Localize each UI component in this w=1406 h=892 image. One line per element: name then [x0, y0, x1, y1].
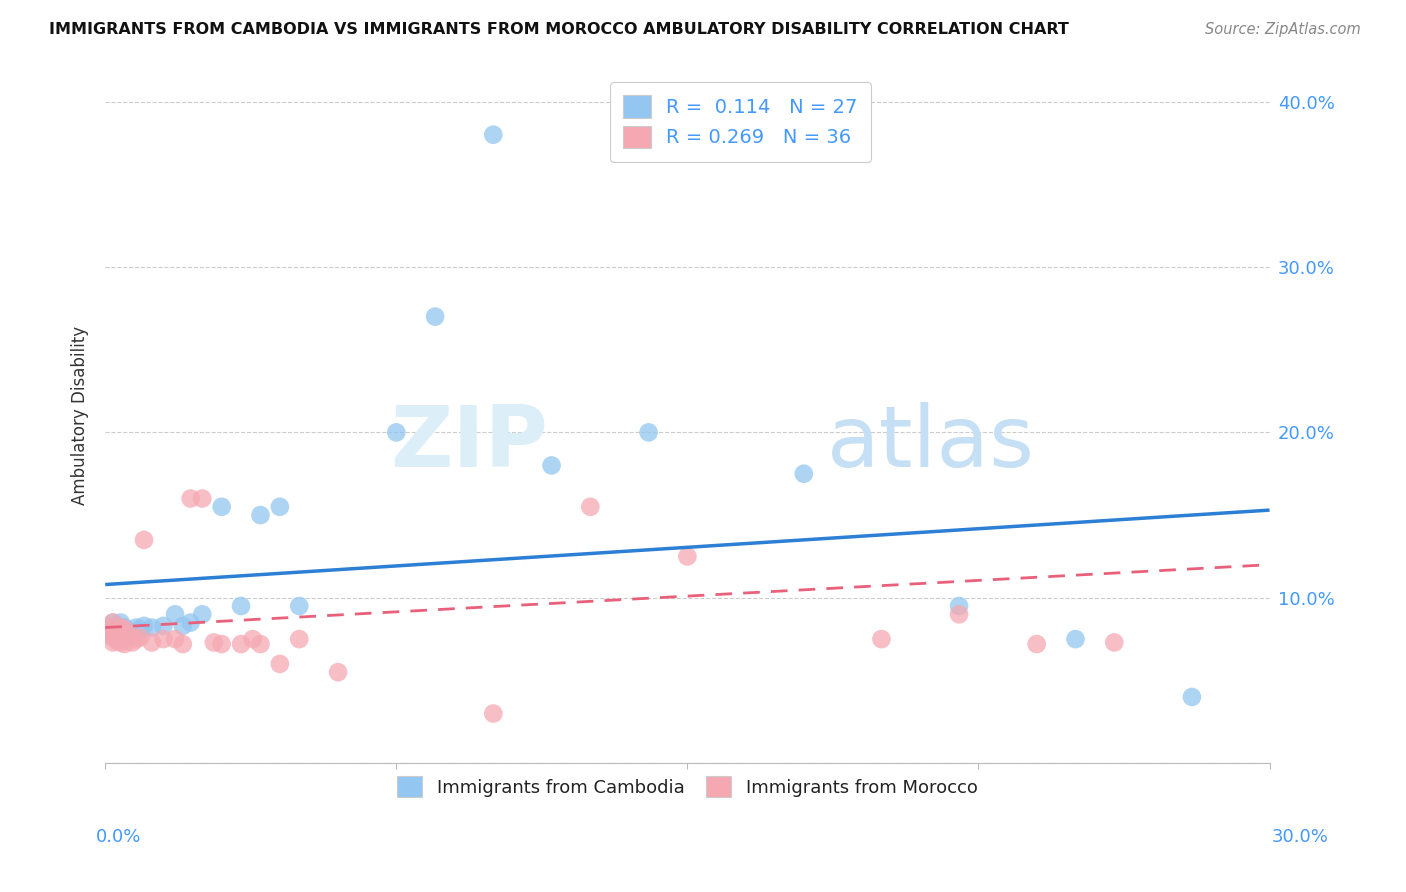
Point [793, 467, 815, 481]
Point [105, 625, 128, 640]
Point [121, 625, 143, 640]
Point [423, 310, 446, 324]
Point [105, 624, 128, 638]
Point [242, 632, 264, 646]
Point [385, 425, 408, 440]
Legend: Immigrants from Cambodia, Immigrants from Morocco: Immigrants from Cambodia, Immigrants fro… [388, 767, 987, 806]
Point [141, 635, 163, 649]
Point [117, 627, 139, 641]
Point [482, 706, 505, 721]
Text: ZIP: ZIP [389, 402, 548, 485]
Point [125, 621, 148, 635]
Point [101, 635, 124, 649]
Point [114, 631, 136, 645]
Point [105, 632, 128, 646]
Point [269, 500, 291, 514]
Point [1064, 632, 1087, 646]
Point [141, 621, 163, 635]
Point [948, 599, 970, 613]
Point [117, 624, 139, 638]
Point [165, 607, 187, 622]
Point [114, 637, 136, 651]
Point [191, 607, 214, 622]
Text: 0.0%: 0.0% [96, 828, 141, 846]
Point [211, 500, 233, 514]
Point [98, 621, 121, 635]
Point [202, 635, 225, 649]
Point [540, 458, 562, 473]
Point [288, 599, 311, 613]
Point [482, 128, 505, 142]
Point [152, 619, 174, 633]
Point [269, 657, 291, 671]
Point [1181, 690, 1204, 704]
Point [180, 491, 202, 506]
Point [676, 549, 699, 564]
Point [637, 425, 659, 440]
Point [180, 615, 202, 630]
Point [105, 633, 128, 648]
Point [101, 627, 124, 641]
Point [1025, 637, 1047, 651]
Point [132, 619, 155, 633]
Point [1104, 635, 1126, 649]
Point [172, 619, 194, 633]
Point [579, 500, 602, 514]
Point [110, 627, 132, 641]
Point [101, 615, 124, 630]
Text: 30.0%: 30.0% [1272, 828, 1329, 846]
Point [191, 491, 214, 506]
Point [132, 533, 155, 547]
Point [98, 629, 121, 643]
Point [98, 621, 121, 635]
Point [172, 637, 194, 651]
Point [229, 599, 252, 613]
Point [288, 632, 311, 646]
Point [152, 632, 174, 646]
Point [101, 615, 124, 630]
Point [249, 508, 271, 522]
Point [110, 621, 132, 635]
Text: atlas: atlas [827, 402, 1035, 485]
Point [165, 632, 187, 646]
Point [129, 622, 152, 636]
Point [326, 665, 349, 680]
Point [110, 635, 132, 649]
Point [98, 625, 121, 640]
Point [121, 635, 143, 649]
Point [249, 637, 271, 651]
Text: Source: ZipAtlas.com: Source: ZipAtlas.com [1205, 22, 1361, 37]
Point [211, 637, 233, 651]
Point [229, 637, 252, 651]
Point [114, 622, 136, 636]
Point [110, 615, 132, 630]
Point [129, 631, 152, 645]
Point [870, 632, 893, 646]
Text: IMMIGRANTS FROM CAMBODIA VS IMMIGRANTS FROM MOROCCO AMBULATORY DISABILITY CORREL: IMMIGRANTS FROM CAMBODIA VS IMMIGRANTS F… [49, 22, 1069, 37]
Point [114, 621, 136, 635]
Point [948, 607, 970, 622]
Point [125, 632, 148, 646]
Y-axis label: Ambulatory Disability: Ambulatory Disability [72, 326, 89, 506]
